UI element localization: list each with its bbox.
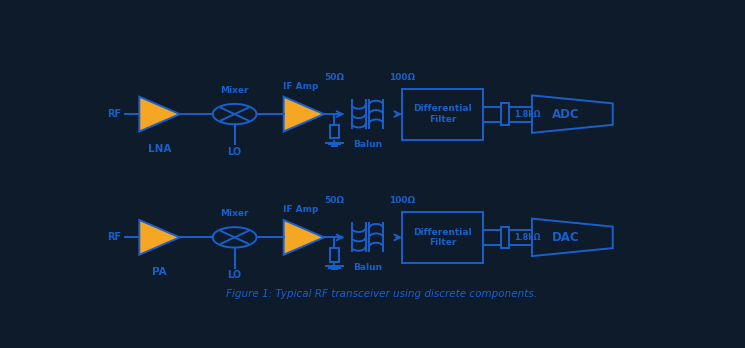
Polygon shape bbox=[284, 220, 324, 255]
Bar bbox=[402, 89, 483, 140]
Text: Differential
Filter: Differential Filter bbox=[413, 104, 472, 124]
Text: LO: LO bbox=[227, 270, 241, 280]
Text: 1.8kΩ: 1.8kΩ bbox=[515, 110, 541, 119]
Text: ADC: ADC bbox=[552, 108, 580, 121]
Text: RF: RF bbox=[107, 109, 121, 119]
Text: DAC: DAC bbox=[552, 231, 580, 244]
Polygon shape bbox=[139, 220, 180, 255]
Text: RF: RF bbox=[107, 232, 121, 242]
Polygon shape bbox=[139, 97, 180, 132]
Text: Differential
Filter: Differential Filter bbox=[413, 228, 472, 247]
Text: 1.8kΩ: 1.8kΩ bbox=[515, 233, 541, 242]
Text: Mixer: Mixer bbox=[221, 86, 249, 95]
Text: 100Ω: 100Ω bbox=[389, 196, 415, 205]
Bar bbox=[331, 248, 338, 262]
Text: 50Ω: 50Ω bbox=[325, 73, 344, 82]
Text: LO: LO bbox=[227, 147, 241, 157]
Text: Figure 1: Typical RF transceiver using discrete components.: Figure 1: Typical RF transceiver using d… bbox=[226, 289, 537, 299]
Polygon shape bbox=[284, 97, 324, 132]
Bar bbox=[501, 103, 509, 125]
Text: IF Amp: IF Amp bbox=[283, 205, 319, 214]
Text: Balun: Balun bbox=[353, 140, 382, 149]
Bar bbox=[501, 227, 509, 248]
Text: PA: PA bbox=[152, 267, 167, 277]
Text: Balun: Balun bbox=[353, 263, 382, 272]
Text: 100Ω: 100Ω bbox=[389, 73, 415, 82]
Bar bbox=[402, 212, 483, 263]
Text: 50Ω: 50Ω bbox=[325, 196, 344, 205]
Bar bbox=[331, 125, 338, 139]
Text: IF Amp: IF Amp bbox=[283, 82, 319, 91]
Text: Mixer: Mixer bbox=[221, 209, 249, 218]
Text: LNA: LNA bbox=[148, 144, 171, 153]
